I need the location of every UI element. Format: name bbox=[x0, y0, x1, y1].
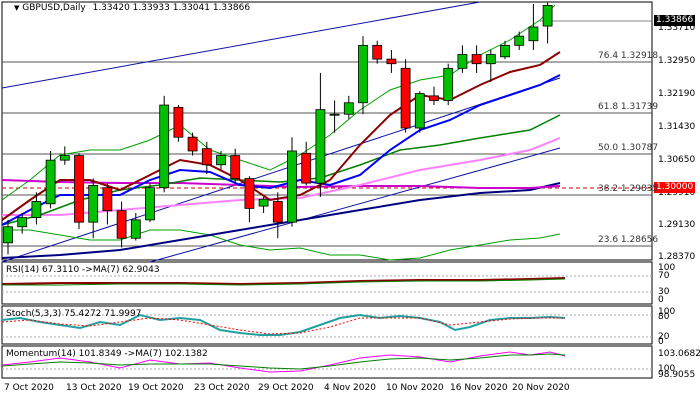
bullish-candle bbox=[3, 226, 13, 244]
rsi-axis-0: 0 bbox=[658, 295, 664, 305]
bollinger-lower bbox=[2, 229, 561, 261]
channel-middle bbox=[1, 77, 561, 263]
price-label-1: 1.32950 bbox=[658, 56, 696, 66]
fib-label-38: 38.2 1.29835 bbox=[598, 184, 659, 194]
bullish-candle bbox=[88, 185, 99, 223]
date-label-4: 29 Oct 2020 bbox=[258, 383, 314, 393]
momentum-ma-line bbox=[1, 353, 566, 370]
channel-upper bbox=[1, 1, 481, 89]
rsi-ma-line bbox=[2, 278, 566, 286]
chart-header: ▼ GBPUSD,Daily 1.33420 1.33933 1.33041 1… bbox=[14, 3, 250, 13]
bearish-candle bbox=[471, 54, 482, 65]
stoch-panel-frame bbox=[1, 305, 653, 345]
bullish-candle bbox=[358, 44, 368, 104]
rsi-label: RSI(14) 67.3110 ->MA(7) 62.9043 bbox=[6, 265, 160, 275]
bearish-candle bbox=[400, 67, 411, 129]
bullish-candle bbox=[500, 44, 510, 58]
date-label-1: 13 Oct 2020 bbox=[66, 383, 122, 393]
bearish-candle bbox=[272, 201, 283, 223]
symbol-timeframe: GBPUSD,Daily bbox=[22, 3, 86, 13]
fib-label-50: 50.0 1.30787 bbox=[598, 143, 659, 153]
bullish-candle bbox=[45, 159, 56, 205]
momentum-axis-low: 98.9055 bbox=[658, 370, 696, 380]
level-price-tag: 1.30000 bbox=[654, 182, 696, 193]
price-label-4: 1.30650 bbox=[658, 155, 696, 165]
momentum-axis-high: 103.0682 bbox=[658, 349, 700, 359]
bullish-candle bbox=[329, 113, 340, 116]
ma-pink bbox=[2, 137, 561, 216]
bearish-candle bbox=[116, 210, 127, 239]
bullish-candle bbox=[287, 150, 297, 223]
stoch-d-line bbox=[1, 317, 565, 335]
price-label-7: 1.28370 bbox=[658, 252, 696, 262]
bullish-candle bbox=[315, 109, 326, 184]
bearish-candle bbox=[187, 136, 198, 152]
bullish-candle bbox=[159, 104, 170, 189]
bullish-candle bbox=[457, 54, 468, 69]
bearish-candle bbox=[201, 148, 212, 166]
main-panel-frame bbox=[1, 1, 653, 261]
rsi-axis-30: 30 bbox=[658, 287, 670, 297]
ma-fast bbox=[1, 51, 561, 221]
collapse-triangle-icon[interactable]: ▼ bbox=[14, 4, 20, 12]
rsi-axis-70: 70 bbox=[658, 271, 670, 281]
rsi-line bbox=[1, 277, 566, 286]
bullish-candle bbox=[31, 201, 42, 218]
date-label-5: 4 Nov 2020 bbox=[324, 383, 376, 393]
price-label-5: 1.29910 bbox=[658, 188, 696, 198]
bearish-candle bbox=[301, 152, 312, 184]
stoch-k-line bbox=[1, 313, 566, 336]
bearish-candle bbox=[102, 187, 113, 212]
fib-label-61: 61.8 1.31739 bbox=[598, 102, 659, 112]
price-label-0: 1.33710 bbox=[658, 23, 696, 33]
candles-group bbox=[3, 2, 553, 255]
date-label-0: 7 Oct 2020 bbox=[4, 383, 54, 393]
bearish-candle bbox=[386, 58, 397, 65]
current-price-tag: 1.33866 bbox=[654, 15, 696, 26]
bullish-candle bbox=[17, 217, 28, 228]
fib-label-23: 23.6 1.28656 bbox=[598, 235, 659, 245]
date-label-3: 23 Oct 2020 bbox=[194, 383, 250, 393]
stoch-axis-0: 0 bbox=[658, 337, 664, 347]
momentum-panel-frame bbox=[1, 345, 653, 379]
fib-label-76: 76.4 1.32918 bbox=[598, 51, 659, 61]
date-label-7: 16 Nov 2020 bbox=[450, 383, 508, 393]
bearish-candle bbox=[244, 178, 255, 209]
bearish-candle bbox=[429, 95, 439, 101]
stoch-axis-20: 20 bbox=[658, 332, 670, 342]
bearish-candle bbox=[230, 155, 241, 179]
bullish-candle bbox=[216, 155, 226, 166]
bearish-candle bbox=[74, 155, 84, 223]
stoch-axis-100: 100 bbox=[658, 307, 676, 317]
price-label-2: 1.32190 bbox=[658, 89, 696, 99]
ma-navy bbox=[1, 182, 561, 259]
momentum-axis-100: 100 bbox=[658, 364, 676, 374]
bullish-candle bbox=[145, 187, 155, 221]
ohlc-values: 1.33420 1.33933 1.33041 1.33866 bbox=[92, 3, 251, 13]
bearish-candle bbox=[173, 106, 184, 138]
price-label-3: 1.31430 bbox=[658, 122, 696, 132]
date-label-8: 20 Nov 2020 bbox=[512, 383, 570, 393]
bullish-candle bbox=[343, 102, 354, 115]
bullish-candle bbox=[414, 93, 425, 129]
bullish-candle bbox=[130, 219, 141, 239]
date-label-2: 19 Oct 2020 bbox=[128, 383, 184, 393]
bullish-candle bbox=[528, 26, 539, 42]
bullish-candle bbox=[443, 67, 454, 101]
channel-lower bbox=[149, 147, 561, 263]
stoch-axis-80: 80 bbox=[658, 312, 670, 322]
bullish-candle bbox=[59, 155, 70, 161]
bullish-candle bbox=[542, 4, 553, 27]
bullish-candle bbox=[485, 54, 496, 65]
momentum-label: Momentum(14) 101.8349 ->MA(7) 102.1382 bbox=[6, 349, 208, 359]
bullish-candle bbox=[514, 35, 525, 46]
bullish-candle bbox=[258, 198, 269, 207]
rsi-axis-100: 100 bbox=[658, 263, 676, 273]
stoch-label: Stoch(5,3,3) 75.4272 71.9997 bbox=[6, 309, 142, 319]
date-label-6: 10 Nov 2020 bbox=[386, 383, 444, 393]
bearish-candle bbox=[372, 44, 383, 60]
price-label-6: 1.29130 bbox=[658, 220, 696, 230]
